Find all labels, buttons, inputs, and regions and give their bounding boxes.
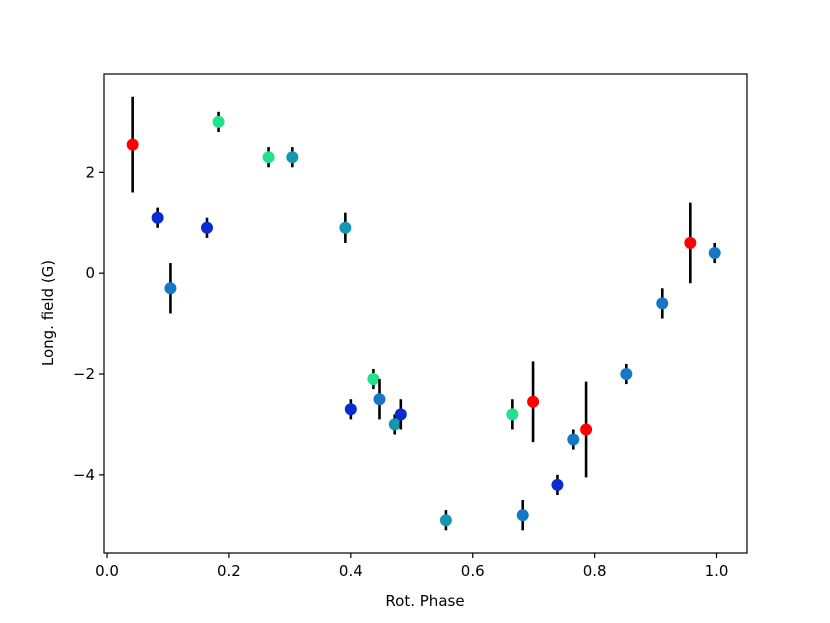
y-axis: −4 −2 0 2 [73,163,104,484]
point-marker [262,151,275,164]
data-point [620,363,633,385]
data-point [394,399,407,430]
point-marker [212,115,225,128]
data-point [262,147,275,168]
point-marker [339,221,352,234]
point-marker [286,151,299,164]
point-marker [164,282,177,295]
x-axis-label: Rot. Phase [385,592,464,610]
y-axis-label: Long. field (G) [39,260,57,366]
point-marker [506,408,519,421]
x-tick-label: 0.2 [217,562,241,580]
data-point [684,202,697,284]
point-marker [656,297,669,310]
data-point [212,111,225,132]
point-marker [567,433,580,446]
x-tick-label: 0.6 [461,562,485,580]
data-point [551,474,564,496]
data-point [367,368,380,390]
point-marker [367,373,380,386]
data-point [151,207,164,228]
point-marker [201,221,214,234]
x-tick-label: 0.4 [339,562,363,580]
x-axis: 0.0 0.2 0.4 0.6 0.8 1.0 [95,553,728,580]
data-point [344,399,357,420]
data-point [201,217,214,238]
y-tick-label: −2 [73,365,95,383]
data-point [339,212,352,243]
y-tick-label: 2 [85,163,95,181]
point-marker [439,514,452,527]
point-marker [527,395,540,408]
point-marker [620,368,633,381]
x-tick-label: 0.0 [95,562,119,580]
data-point [126,96,139,193]
data-point [527,361,540,443]
point-marker [388,418,401,431]
data-point [506,399,519,430]
point-marker [151,211,164,224]
point-marker [684,236,697,249]
data-point [164,263,177,314]
plot-frame [103,73,748,554]
data-point [656,288,669,319]
point-marker [373,393,386,406]
plot-marks [126,96,721,531]
point-marker [580,423,593,436]
data-point [286,147,299,168]
y-tick-label: −4 [73,466,95,484]
point-marker [126,138,139,151]
point-marker [708,246,721,259]
x-tick-label: 0.8 [583,562,607,580]
data-point [516,500,529,531]
data-point [439,510,452,531]
data-point [388,414,401,435]
point-marker [551,478,564,491]
x-tick-label: 1.0 [705,562,729,580]
point-marker [394,408,407,421]
data-point [373,379,386,420]
point-marker [516,509,529,522]
point-marker [344,403,357,416]
data-point [708,242,721,264]
y-tick-label: 0 [85,264,95,282]
data-point [580,381,593,478]
data-point [567,429,580,450]
